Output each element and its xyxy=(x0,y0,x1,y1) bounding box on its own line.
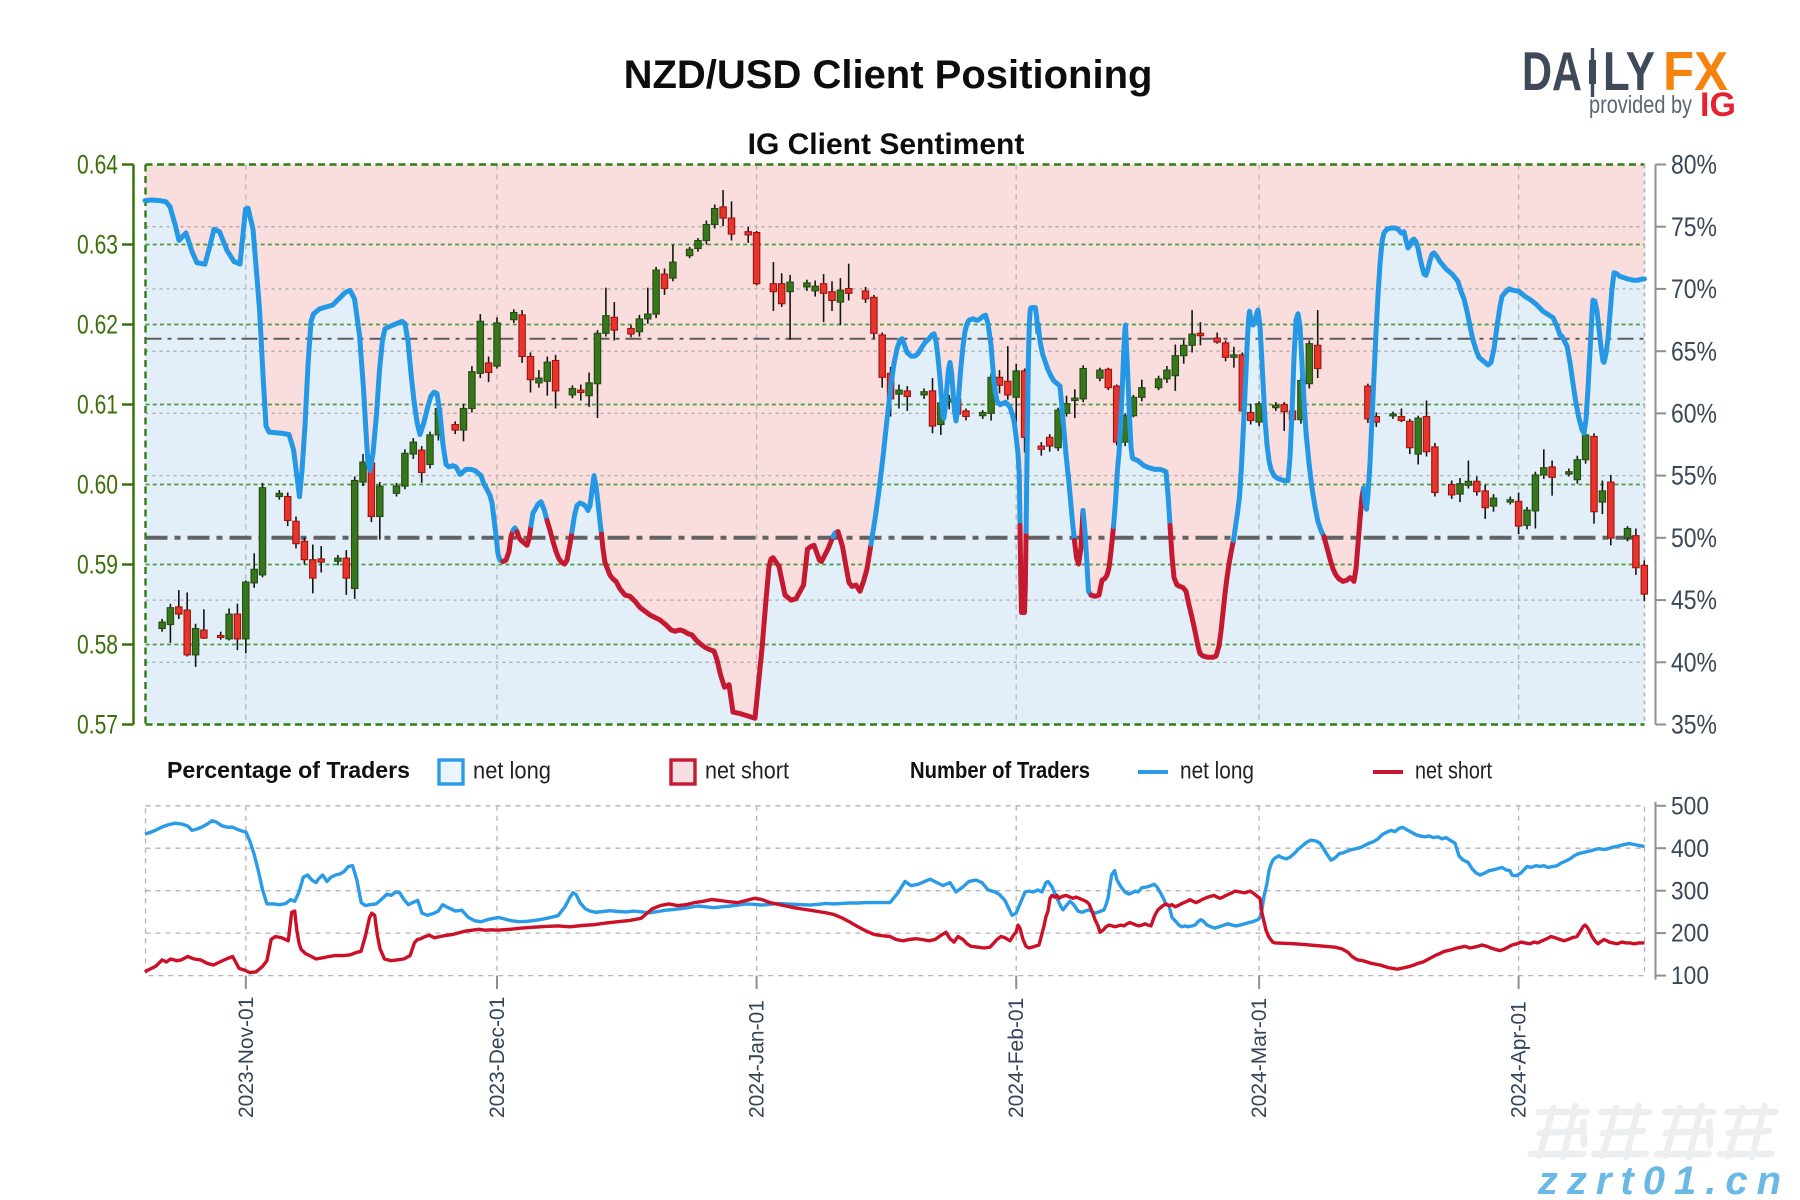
svg-text:2023-Dec-01: 2023-Dec-01 xyxy=(486,997,509,1118)
svg-text:IG: IG xyxy=(1700,86,1736,124)
svg-text:45%: 45% xyxy=(1671,585,1717,615)
svg-text:2024-Mar-01: 2024-Mar-01 xyxy=(1248,998,1271,1118)
svg-text:net long: net long xyxy=(473,757,551,784)
svg-text:65%: 65% xyxy=(1671,336,1717,366)
svg-text:35%: 35% xyxy=(1671,710,1717,740)
svg-text:300: 300 xyxy=(1671,877,1709,905)
svg-text:0.59: 0.59 xyxy=(77,550,118,580)
svg-text:2024-Jan-01: 2024-Jan-01 xyxy=(746,1000,769,1118)
svg-text:50%: 50% xyxy=(1671,523,1717,553)
svg-text:200: 200 xyxy=(1671,920,1709,948)
svg-text:70%: 70% xyxy=(1671,274,1717,304)
svg-text:80%: 80% xyxy=(1671,150,1717,180)
svg-text:100: 100 xyxy=(1671,962,1709,990)
svg-text:LY: LY xyxy=(1603,40,1655,102)
svg-text:IG Client Sentiment: IG Client Sentiment xyxy=(748,128,1025,161)
svg-text:net short: net short xyxy=(705,757,789,784)
svg-text:2024-Feb-01: 2024-Feb-01 xyxy=(1005,998,1028,1118)
svg-text:2023-Nov-01: 2023-Nov-01 xyxy=(235,997,258,1118)
svg-text:provided by: provided by xyxy=(1589,91,1692,119)
svg-text:0.60: 0.60 xyxy=(77,470,118,500)
svg-text:0.57: 0.57 xyxy=(77,710,118,740)
svg-text:0.58: 0.58 xyxy=(77,630,118,660)
svg-text:0.64: 0.64 xyxy=(77,150,118,180)
svg-text:2024-Apr-01: 2024-Apr-01 xyxy=(1508,1001,1531,1118)
svg-text:NZD/USD Client Positioning: NZD/USD Client Positioning xyxy=(624,53,1153,97)
svg-text:net long: net long xyxy=(1180,757,1254,784)
svg-text:0.63: 0.63 xyxy=(77,230,118,260)
svg-text:40%: 40% xyxy=(1671,647,1717,677)
svg-text:0.62: 0.62 xyxy=(77,310,118,340)
svg-text:400: 400 xyxy=(1671,835,1709,863)
svg-text:Number of Traders: Number of Traders xyxy=(910,757,1090,783)
svg-text:DA: DA xyxy=(1522,40,1582,102)
svg-text:75%: 75% xyxy=(1671,212,1717,242)
svg-text:Percentage of Traders: Percentage of Traders xyxy=(167,757,410,783)
svg-text:55%: 55% xyxy=(1671,461,1717,491)
svg-text:500: 500 xyxy=(1671,792,1709,820)
svg-text:FX: FX xyxy=(1663,40,1728,102)
svg-text:60%: 60% xyxy=(1671,399,1717,429)
svg-text:net short: net short xyxy=(1415,757,1492,784)
svg-text:zzrt01.cn: zzrt01.cn xyxy=(1537,1159,1790,1200)
svg-text:0.61: 0.61 xyxy=(77,390,118,420)
